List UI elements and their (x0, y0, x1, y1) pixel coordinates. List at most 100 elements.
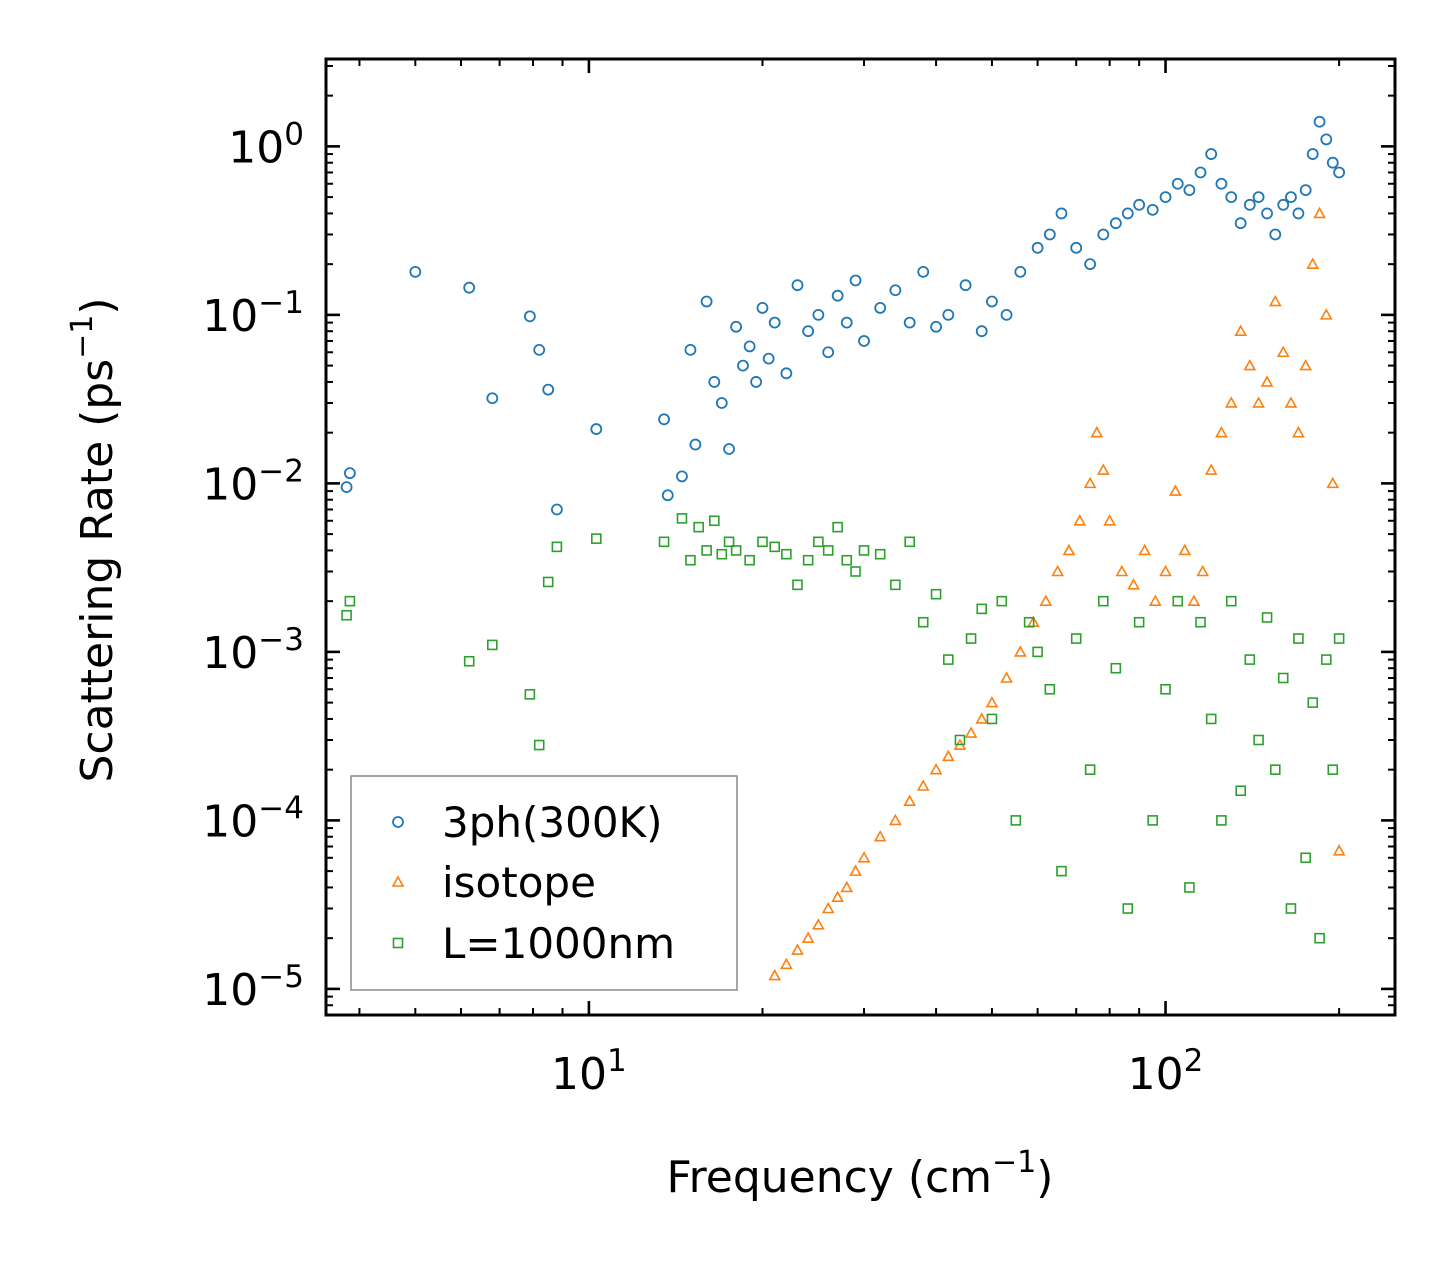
data-point (779, 957, 793, 970)
data-point (1109, 217, 1122, 230)
data-point (780, 367, 793, 380)
data-point (1320, 654, 1332, 665)
y-tick-base: 10 (228, 122, 284, 173)
data-point (1172, 595, 1184, 607)
data-point (1252, 396, 1265, 408)
x-tick-exponent: 2 (1184, 1043, 1204, 1079)
legend-label-3ph: 3ph(300K) (442, 798, 662, 847)
data-point (676, 470, 688, 483)
data-point (769, 541, 781, 553)
data-point (1300, 852, 1311, 864)
data-point (1320, 133, 1333, 146)
series-layer (340, 115, 1346, 981)
data-point (1327, 764, 1339, 775)
data-point (463, 281, 476, 294)
data-point (1178, 543, 1192, 556)
data-point (930, 588, 942, 600)
data-point (1146, 203, 1159, 216)
data-point (1013, 645, 1027, 657)
y-tick-exponent: 0 (284, 116, 304, 152)
data-point (1243, 358, 1257, 371)
data-point (1313, 206, 1326, 219)
series-1 (340, 115, 1346, 516)
data-point (1138, 543, 1152, 556)
data-point (684, 343, 697, 356)
data-point (1183, 184, 1196, 197)
data-point (340, 481, 353, 494)
data-point (1276, 345, 1290, 358)
data-point (658, 536, 670, 548)
data-point (1205, 713, 1217, 725)
data-point (841, 554, 853, 566)
data-point (723, 536, 735, 548)
legend-marker-circle (392, 816, 404, 828)
data-point (716, 548, 728, 560)
data-point (1204, 463, 1218, 475)
data-point (344, 595, 356, 607)
data-point (890, 579, 901, 591)
data-point (874, 548, 886, 560)
data-point (1306, 148, 1319, 160)
x-axis-label: Frequency (cm−1) (667, 1145, 1054, 1203)
data-point (832, 521, 843, 533)
data-point (1332, 844, 1346, 856)
data-point (1253, 734, 1264, 746)
data-point (744, 554, 755, 566)
y-tick-base: 10 (202, 291, 258, 342)
data-point (533, 739, 545, 751)
data-point (849, 864, 862, 876)
y-tick-base: 10 (202, 459, 258, 510)
data-point (1292, 207, 1305, 220)
series-2 (768, 206, 1346, 981)
data-point (730, 545, 742, 556)
data-point (1261, 207, 1273, 220)
data-point (700, 295, 713, 308)
data-point (813, 536, 824, 548)
data-point (996, 595, 1008, 607)
data-point (812, 308, 825, 321)
data-point (685, 554, 696, 566)
data-point (840, 880, 854, 893)
data-point (1194, 166, 1207, 179)
data-point (1127, 578, 1140, 590)
data-point (917, 616, 929, 628)
data-point (1225, 191, 1238, 203)
data-point (1260, 375, 1274, 387)
data-point (903, 794, 917, 806)
legend: 3ph(300K) isotope L=1000nm (350, 775, 738, 991)
data-point (858, 545, 870, 556)
data-point (1299, 358, 1313, 371)
data-point (831, 890, 845, 903)
data-point (1293, 633, 1304, 644)
data-point (756, 302, 769, 314)
data-point (1000, 308, 1013, 321)
legend-marker-square (392, 937, 404, 949)
data-point (708, 376, 721, 388)
data-point (975, 712, 989, 724)
data-point (917, 265, 930, 278)
y-axis-label-text: Scattering Rate (ps (72, 359, 123, 783)
data-point (1285, 191, 1297, 203)
data-point (1224, 396, 1238, 408)
data-point (1243, 198, 1256, 211)
series-3 (341, 513, 1345, 944)
data-point (1133, 198, 1146, 211)
data-point (1083, 476, 1097, 489)
data-point (791, 279, 804, 292)
data-point (768, 968, 782, 981)
data-point (1070, 633, 1082, 644)
data-point (1234, 324, 1248, 337)
data-point (1277, 198, 1290, 211)
data-point (850, 566, 861, 577)
data-point (542, 383, 555, 396)
y-tick-label: 10−5 (202, 959, 304, 1016)
data-point (1062, 543, 1076, 556)
data-point (486, 392, 499, 405)
data-point (802, 325, 815, 338)
data-point (701, 545, 712, 556)
data-point (822, 346, 835, 359)
data-point (1306, 257, 1320, 269)
y-axis-label-exponent: −1 (65, 315, 100, 359)
